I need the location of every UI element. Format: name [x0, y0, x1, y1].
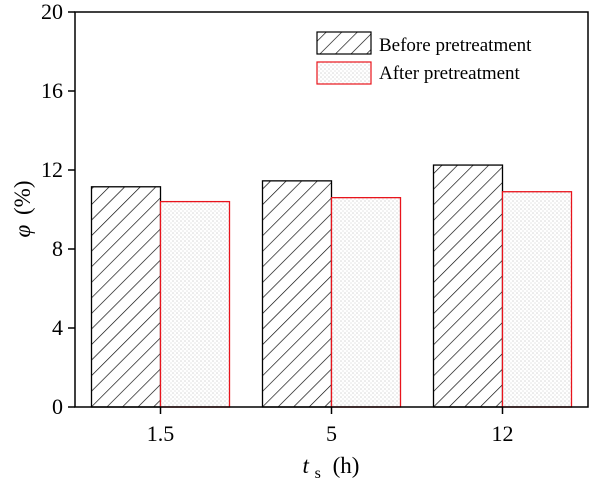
y-tick-label-20: 20 [41, 0, 63, 24]
x-tick-label-5: 5 [326, 421, 337, 446]
y-axis-symbol: φ [10, 224, 35, 237]
legend-label-after: After pretreatment [379, 63, 521, 84]
y-tick-label-16: 16 [41, 78, 63, 103]
y-tick-label-4: 4 [52, 315, 63, 340]
bar-before-1.5 [90, 186, 162, 408]
legend-label-before: Before pretreatment [379, 35, 532, 56]
bars-layer [90, 164, 573, 408]
x-axis-unit: (h) [333, 453, 360, 478]
x-axis-subscript: s [315, 465, 321, 482]
y-axis-title: φ (%) [10, 181, 35, 238]
y-axis: 0 4 8 12 16 20 [41, 0, 75, 419]
y-tick-label-0: 0 [52, 394, 63, 419]
bar-before-12 [432, 164, 504, 408]
legend-swatch-after [316, 61, 372, 85]
bar-after-5 [330, 196, 402, 408]
bar-before-5 [261, 180, 333, 408]
bar-after-1.5 [159, 200, 231, 408]
y-tick-label-8: 8 [52, 236, 63, 261]
y-tick-label-12: 12 [41, 157, 63, 182]
x-tick-label-12: 12 [492, 421, 514, 446]
x-axis-symbol: t [303, 453, 310, 478]
legend-swatch-before [316, 31, 372, 55]
y-axis-unit: (%) [10, 181, 35, 215]
x-axis: 1.5 5 12 [147, 407, 514, 446]
x-axis-title: t s (h) [303, 453, 360, 483]
x-tick-label-1.5: 1.5 [147, 421, 175, 446]
legend: Before pretreatment After pretreatment [316, 31, 532, 85]
bar-after-12 [501, 191, 573, 408]
